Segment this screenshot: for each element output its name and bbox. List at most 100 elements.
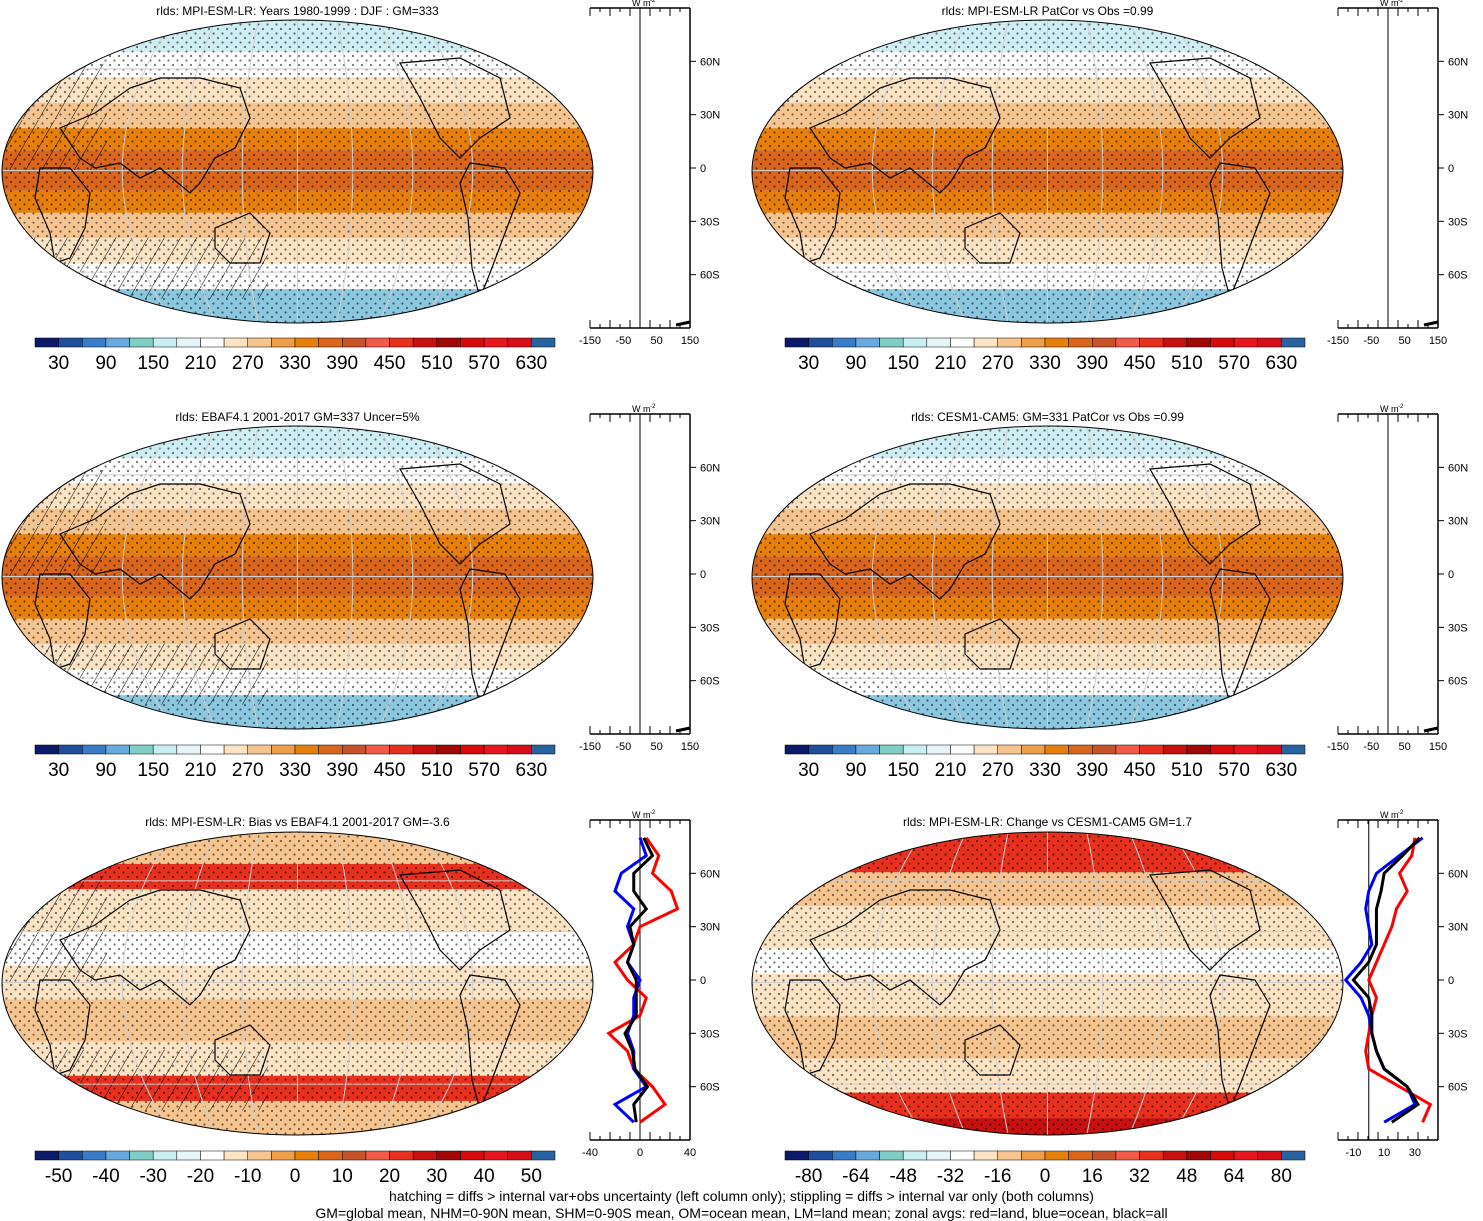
colorbar-label: 330 <box>279 353 311 374</box>
colorbar: 30 90 150 210 270 330 390 450 510 570 630 <box>784 337 1306 374</box>
colorbar-segment <box>129 744 154 755</box>
profile-xtick-label: 30 <box>1409 1147 1421 1159</box>
graticule-lon <box>931 426 967 729</box>
coastline <box>784 573 841 670</box>
coastline <box>1149 57 1261 159</box>
colorbar-segment <box>436 1150 461 1161</box>
profile-unit: W m <box>632 404 651 414</box>
colorbar-label: 330 <box>1029 760 1061 781</box>
colorbar-segment <box>412 1150 438 1161</box>
profile-lat-label: 0 <box>700 163 706 175</box>
coastline <box>1209 162 1271 300</box>
graticule-lon <box>336 20 354 323</box>
panel-title: rlds: MPI-ESM-LR: Change vs CESM1-CAM5 G… <box>902 815 1193 829</box>
colorbar-label: 570 <box>1218 760 1250 781</box>
colorbar-label: 450 <box>1124 353 1156 374</box>
colorbar-label: 390 <box>326 760 358 781</box>
colorbar-segment <box>271 744 296 755</box>
colorbar-label: 510 <box>1171 353 1203 374</box>
profile-lat-label: 0 <box>700 975 706 987</box>
profile-xtick-label: 10 <box>1378 1147 1390 1159</box>
graticule-lon <box>1128 426 1164 729</box>
colorbar-segment <box>294 337 319 348</box>
colorbar-label: 30 <box>798 353 819 374</box>
colorbar-segment <box>531 1150 556 1161</box>
colorbar-segment <box>997 744 1022 755</box>
colorbar-label: 630 <box>516 353 548 374</box>
colorbar-segment <box>200 744 225 755</box>
coastline <box>214 212 271 264</box>
colorbar-label: -50 <box>45 1166 72 1187</box>
graticule-lon <box>1086 426 1104 729</box>
colorbar-label: 630 <box>1266 760 1298 781</box>
caption-line-1: hatching = diffs > internal var+obs unce… <box>389 1188 1094 1204</box>
colorbar-label: 570 <box>468 760 500 781</box>
colorbar-segment <box>1115 744 1140 755</box>
colorbar-segment <box>855 1150 880 1161</box>
colorbar-segment <box>926 744 951 755</box>
colorbar-segment <box>247 1150 272 1161</box>
graticule-lon <box>991 832 1009 1135</box>
colorbar-segment <box>808 337 833 348</box>
profile-lat-label: 30N <box>1448 922 1468 934</box>
profile-lat-label: 60S <box>1448 1082 1468 1094</box>
colorbar-segment <box>152 744 178 755</box>
colorbar-label: 150 <box>137 353 169 374</box>
coastline <box>59 483 251 600</box>
colorbar-segment <box>784 337 809 348</box>
colorbar-label: 510 <box>421 353 453 374</box>
colorbar-segment <box>436 744 461 755</box>
map-plot <box>751 425 1344 730</box>
colorbar-segment <box>58 337 83 348</box>
profile-xtick-label: 150 <box>1429 335 1447 347</box>
colorbar-segment <box>483 744 508 755</box>
colorbar-segment <box>105 744 130 755</box>
graticule-lon <box>121 832 174 1135</box>
hatching <box>2 875 108 983</box>
zonal-profile: W m -2 -150 -50 50 150 60N 30N 0 30S 60S <box>1327 0 1468 347</box>
graticule-lon <box>181 832 217 1135</box>
colorbar-segment <box>1092 337 1117 348</box>
profile-unit-sup: -2 <box>650 810 656 816</box>
map-border <box>1 425 594 730</box>
map-border <box>1 19 594 324</box>
profile-unit: W m <box>1380 0 1399 8</box>
colorbar-segment <box>1044 337 1069 348</box>
profile-unit-sup: -2 <box>650 0 656 4</box>
coastline <box>1149 463 1261 565</box>
colorbar-label: 450 <box>1124 760 1156 781</box>
graticule-lon <box>181 426 217 729</box>
colorbar-segment <box>1257 337 1282 348</box>
colorbar-segment <box>1281 337 1306 348</box>
colorbar-segment <box>1210 744 1235 755</box>
colorbar-segment <box>902 1150 928 1161</box>
hatching <box>2 643 268 705</box>
panel-title: rlds: MPI-ESM-LR: Bias vs EBAF4.1 2001-2… <box>145 815 450 829</box>
coastline <box>214 618 271 670</box>
colorbar-segment <box>271 1150 296 1161</box>
profile-unit: W m <box>1380 810 1399 820</box>
colorbar-segment <box>412 337 438 348</box>
colorbar-segment <box>412 744 438 755</box>
graticule-lon <box>241 426 259 729</box>
colorbar-label: 270 <box>232 760 264 781</box>
profile-line-all <box>675 320 691 327</box>
colorbar-label: 150 <box>137 760 169 781</box>
colorbar-segment <box>294 744 319 755</box>
graticule-lon <box>871 20 924 323</box>
coastline <box>59 889 251 1006</box>
profile-xtick-label: -10 <box>1345 1147 1361 1159</box>
zonal-profile: W m -2 -150 -50 50 150 60N 30N 0 30S 60S <box>1327 404 1468 753</box>
profile-unit-sup: -2 <box>1398 0 1404 4</box>
colorbar-segment <box>1092 744 1117 755</box>
colorbar-label: -64 <box>842 1166 870 1187</box>
profile-unit-sup: -2 <box>1398 810 1404 816</box>
coastline <box>1149 869 1261 971</box>
colorbar-label: -20 <box>187 1166 214 1187</box>
colorbar-segment <box>82 1150 107 1161</box>
coastline <box>399 463 511 565</box>
profile-lat-label: 60S <box>700 1082 720 1094</box>
graticule-lon <box>991 20 1009 323</box>
colorbar-segment <box>879 744 904 755</box>
coastline <box>964 212 1021 264</box>
